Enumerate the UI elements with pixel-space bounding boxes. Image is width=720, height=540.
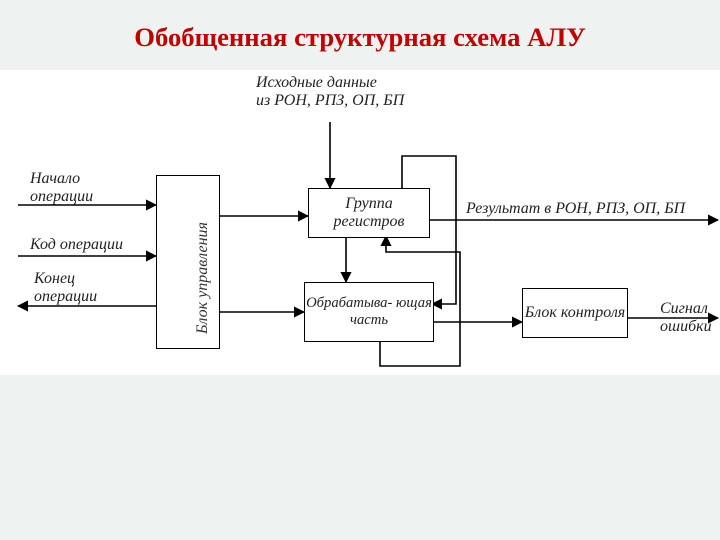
- label-src: Исходные данные из РОН, РПЗ, ОП, БП: [256, 74, 404, 109]
- label-code: Код операции: [30, 236, 123, 254]
- label-end: Конец операции: [34, 270, 97, 305]
- label-err: Сигнал ошибки: [660, 300, 712, 335]
- node-ctrl-label: Блок управления: [194, 222, 212, 334]
- page-title: Обобщенная структурная схема АЛУ: [0, 22, 720, 53]
- node-chk: Блок контроля: [522, 288, 628, 338]
- node-proc: Обрабатыва- ющая часть: [304, 282, 434, 342]
- node-ctrl: Блок управления: [156, 175, 220, 349]
- node-regs: Группа регистров: [308, 188, 430, 238]
- label-res: Результат в РОН, РПЗ, ОП, БП: [466, 200, 685, 218]
- label-start: Начало операции: [30, 170, 93, 205]
- diagram-canvas: Блок управления Группа регистров Обрабатыв…: [0, 70, 720, 375]
